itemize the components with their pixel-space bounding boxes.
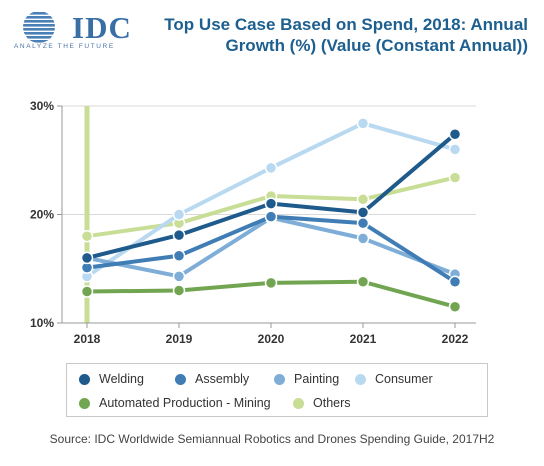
- y-tick-label: 30%: [30, 99, 54, 113]
- data-point[interactable]: [356, 193, 370, 206]
- legend-item[interactable]: Painting: [274, 372, 339, 386]
- data-point[interactable]: [448, 275, 462, 289]
- legend-swatch: [293, 397, 304, 409]
- globe-icon: [23, 12, 55, 43]
- globe-stripe: [23, 12, 55, 15]
- data-point[interactable]: [264, 197, 278, 210]
- data-point[interactable]: [80, 229, 94, 243]
- axes: [57, 105, 476, 328]
- data-point[interactable]: [264, 210, 278, 223]
- globe-stripe: [23, 32, 55, 35]
- logo-tagline: ANALYZE THE FUTURE: [14, 43, 115, 50]
- legend-label: Painting: [294, 372, 340, 386]
- legend: Welding Assembly Painting Consumer Automated…: [66, 363, 488, 417]
- x-tick-label: 2018: [74, 332, 101, 346]
- data-point[interactable]: [172, 270, 186, 283]
- data-point[interactable]: [356, 216, 370, 230]
- globe-stripe: [23, 36, 55, 39]
- data-point[interactable]: [356, 206, 370, 219]
- legend-label: Consumer: [375, 372, 433, 386]
- legend-swatch: [175, 373, 186, 385]
- series-consumer: [80, 117, 462, 283]
- chart-title-line-1: Top Use Case Based on Spend, 2018: Annua…: [164, 15, 528, 34]
- series-assembly: [80, 210, 462, 289]
- legend-label: Others: [313, 396, 351, 410]
- series-others: [80, 171, 462, 243]
- logo-wordmark: IDC: [72, 10, 132, 45]
- x-tick-label: 2022: [442, 332, 469, 346]
- data-point[interactable]: [448, 171, 462, 184]
- chart-title-line-2: Growth (%) (Value (Constant Annual)): [225, 36, 528, 55]
- data-point[interactable]: [356, 117, 370, 130]
- legend-swatch: [79, 373, 90, 385]
- source-note: Source: IDC Worldwide Semiannual Robotic…: [49, 432, 495, 446]
- globe-stripe: [23, 24, 55, 27]
- globe-stripe: [23, 20, 55, 23]
- data-point[interactable]: [448, 300, 462, 313]
- legend-item[interactable]: Assembly: [175, 372, 249, 386]
- data-point[interactable]: [172, 208, 186, 221]
- idc-logo: IDC ANALYZE THE FUTURE: [14, 10, 139, 50]
- data-point[interactable]: [356, 275, 370, 289]
- legend-item[interactable]: Welding: [79, 372, 144, 386]
- series-automated-production-mining: [80, 275, 462, 313]
- series-welding: [80, 127, 462, 265]
- data-point[interactable]: [264, 276, 278, 290]
- x-tick-label: 2019: [166, 332, 193, 346]
- line-chart: 10% 20% 30% 2018 2019 2020 2021 2022: [30, 99, 476, 346]
- y-tick-label: 10%: [30, 316, 54, 330]
- legend-label: Automated Production - Mining: [99, 396, 271, 410]
- chart-title: Top Use Case Based on Spend, 2018: Annua…: [150, 14, 528, 56]
- data-point[interactable]: [80, 251, 94, 265]
- legend-label: Assembly: [195, 372, 250, 386]
- legend-item[interactable]: Consumer: [355, 372, 433, 386]
- series: [80, 117, 462, 313]
- x-tick-label: 2021: [350, 332, 377, 346]
- globe-stripe: [23, 40, 55, 43]
- legend-swatch: [355, 373, 366, 385]
- data-point[interactable]: [80, 285, 94, 298]
- data-point[interactable]: [264, 161, 278, 175]
- data-point[interactable]: [172, 284, 186, 297]
- data-point[interactable]: [172, 249, 186, 262]
- data-point[interactable]: [448, 127, 462, 141]
- legend-label: Welding: [99, 372, 144, 386]
- y-tick-label: 20%: [30, 208, 54, 222]
- data-point[interactable]: [356, 232, 370, 245]
- legend-swatch: [274, 373, 285, 385]
- x-tick-label: 2020: [258, 332, 285, 346]
- globe-stripe: [23, 28, 55, 31]
- legend-swatch: [79, 397, 90, 409]
- legend-item[interactable]: Others: [293, 396, 351, 410]
- data-point[interactable]: [172, 228, 186, 242]
- data-point[interactable]: [448, 143, 462, 156]
- highlight-band: [84, 106, 90, 323]
- globe-stripe: [23, 16, 55, 19]
- legend-item[interactable]: Automated Production - Mining: [79, 396, 271, 410]
- highlight-bar: [84, 106, 90, 323]
- tick-labels: 10% 20% 30% 2018 2019 2020 2021 2022: [30, 99, 469, 346]
